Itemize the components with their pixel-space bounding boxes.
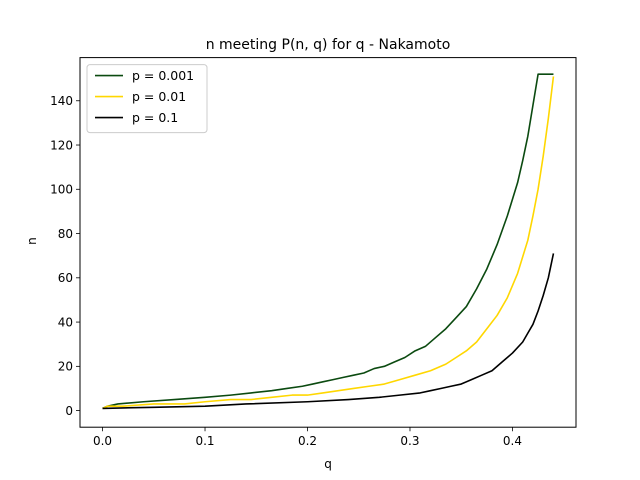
x-axis-label: q xyxy=(324,457,332,471)
legend-label: p = 0.001 xyxy=(132,68,194,83)
y-tick-label: 80 xyxy=(58,227,73,241)
x-tick-label: 0.3 xyxy=(400,434,419,448)
x-tick-label: 0.2 xyxy=(298,434,317,448)
x-axis-ticks: 0.0 0.1 0.2 0.3 0.4 xyxy=(93,427,522,448)
x-tick-label: 0.1 xyxy=(195,434,214,448)
y-tick-label: 0 xyxy=(65,404,73,418)
legend-label: p = 0.1 xyxy=(132,110,178,125)
plot-frame xyxy=(79,57,577,428)
y-tick-label: 60 xyxy=(58,271,73,285)
y-tick-label: 120 xyxy=(50,138,73,152)
y-tick-label: 40 xyxy=(58,315,73,329)
legend: p = 0.001 p = 0.01 p = 0.1 xyxy=(86,64,208,134)
legend-box xyxy=(86,64,208,134)
series-line-2 xyxy=(102,253,555,410)
chart-title: n meeting P(n, q) for q - Nakamoto xyxy=(206,37,451,53)
legend-label: p = 0.01 xyxy=(132,89,186,104)
series-line-1 xyxy=(102,76,555,410)
y-tick-label: 100 xyxy=(50,183,73,197)
x-tick-label: 0.0 xyxy=(93,434,112,448)
y-tick-label: 140 xyxy=(50,94,73,108)
series-line-0 xyxy=(102,73,554,410)
series-layer xyxy=(102,73,555,410)
y-axis-ticks: 0 20 40 60 80 100 120 140 xyxy=(50,94,80,418)
x-tick-label: 0.4 xyxy=(503,434,522,448)
y-axis-label: n xyxy=(25,237,39,245)
y-tick-label: 20 xyxy=(58,360,73,374)
